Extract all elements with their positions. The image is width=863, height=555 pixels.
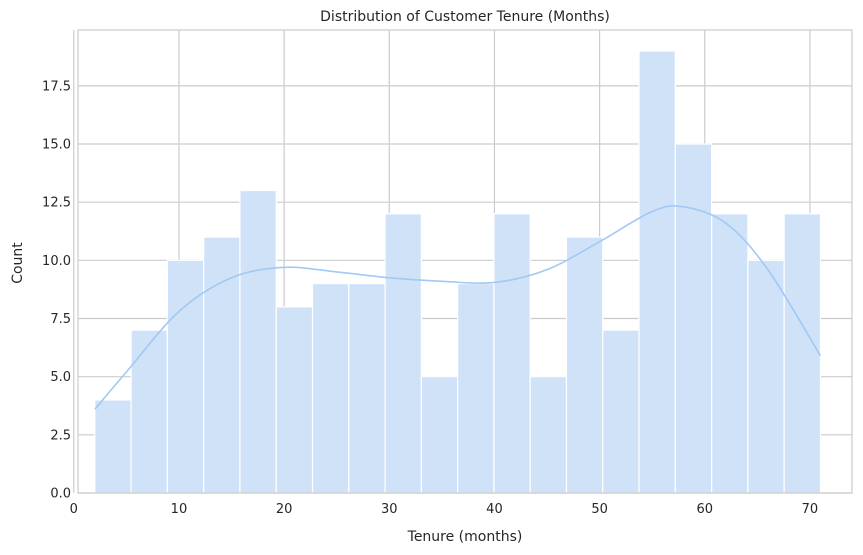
histogram-bar: [166, 259, 205, 494]
x-tick-label: 20: [276, 502, 293, 517]
histogram-bar: [747, 259, 785, 494]
y-tick-label: 7.5: [50, 312, 71, 327]
y-tick-label: 0.0: [50, 487, 71, 502]
x-tick-label: 30: [381, 502, 398, 517]
x-tick-label: 10: [171, 502, 188, 517]
histogram-bar: [674, 143, 713, 494]
y-tick-label: 17.5: [42, 79, 71, 94]
histogram-bar: [384, 213, 422, 494]
y-tick-labels: 0.0 2.5 5.0 7.5 10.0 12.5 15.0 17.5: [42, 79, 71, 501]
histogram-bar: [275, 306, 314, 494]
x-tick-label: 60: [696, 502, 713, 517]
histogram-bar: [711, 213, 749, 494]
kde-curve: [94, 205, 822, 410]
histogram-bar: [130, 329, 168, 494]
histogram-bar: [94, 399, 132, 494]
histogram-bar: [457, 283, 495, 494]
x-tick-label: 0: [70, 502, 78, 517]
y-tick-label: 10.0: [42, 254, 71, 269]
histogram-bar: [602, 329, 640, 494]
histogram-bar: [529, 376, 568, 494]
axes-frame: [77, 29, 853, 494]
chart-title: Distribution of Customer Tenure (Months): [320, 9, 610, 25]
histogram-bar: [348, 283, 386, 494]
y-tick-label: 15.0: [42, 138, 71, 153]
histogram-bar: [203, 236, 241, 494]
histogram-bar: [783, 213, 822, 494]
y-tick-label: 5.0: [50, 370, 71, 385]
x-tick-label: 70: [802, 502, 819, 517]
histogram-bar: [638, 50, 676, 494]
y-axis-label: Count: [10, 242, 26, 284]
y-tick-label: 2.5: [50, 428, 71, 443]
histogram-bar: [239, 189, 277, 494]
histogram-bars: [94, 50, 822, 494]
histogram-bar: [565, 236, 604, 494]
x-tick-labels: 0 10 20 30 40 50 60 70: [70, 502, 819, 517]
histogram-bar: [493, 213, 531, 494]
x-tick-label: 50: [591, 502, 608, 517]
y-tick-label: 12.5: [42, 196, 71, 211]
histogram-bar: [420, 376, 459, 494]
histogram-bar: [311, 283, 350, 494]
plot-frame: [77, 29, 853, 494]
x-axis-label: Tenure (months): [407, 529, 523, 545]
x-tick-label: 40: [486, 502, 503, 517]
